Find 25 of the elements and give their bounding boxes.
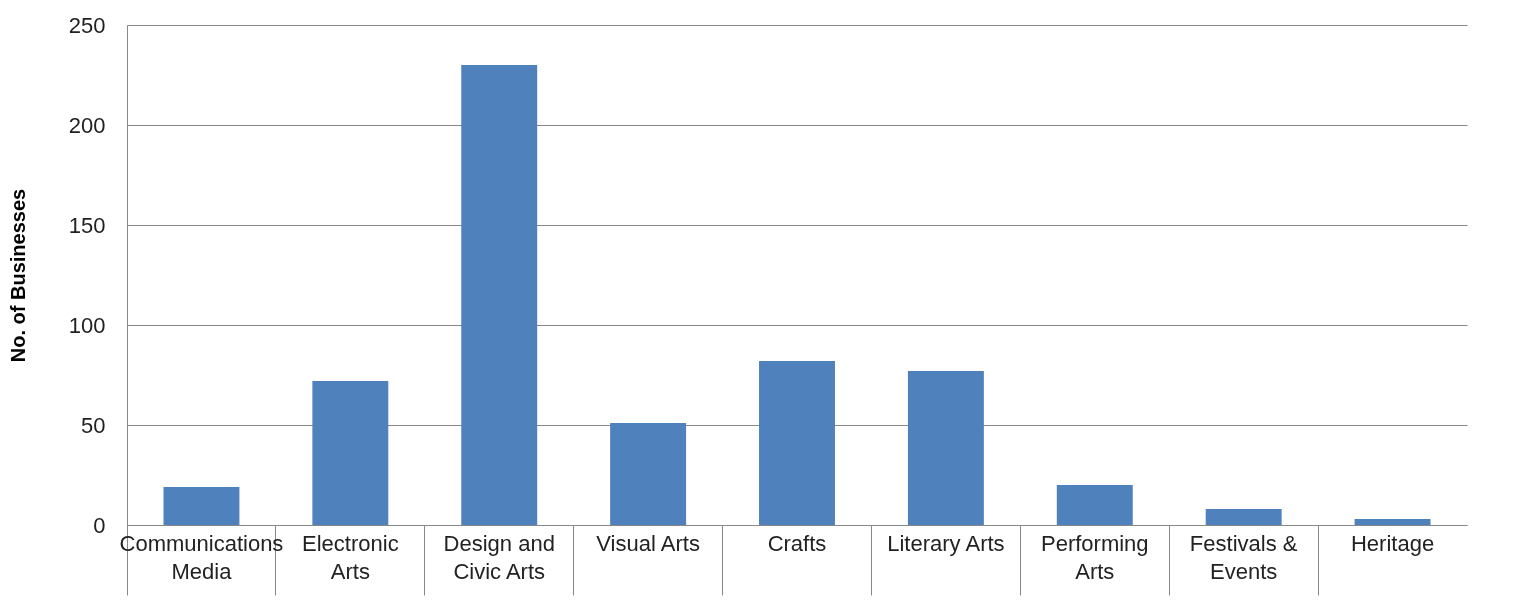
y-tick-label: 250 — [68, 12, 106, 38]
y-tick-label: 100 — [68, 312, 106, 338]
y-tick-label: 0 — [93, 512, 106, 538]
x-tick-label: Performing Arts — [1040, 530, 1149, 584]
bar — [759, 361, 835, 525]
y-tick-label: 150 — [68, 212, 106, 238]
x-tick-label: Crafts — [767, 530, 827, 556]
bar — [312, 381, 389, 525]
y-axis-title: No. of Businesses — [6, 188, 29, 363]
y-tick-label: 50 — [81, 412, 106, 438]
x-tick-label: Heritage — [1350, 530, 1435, 556]
bar — [907, 371, 984, 525]
x-tick-label: Festivals & Events — [1189, 530, 1298, 584]
bar — [610, 423, 687, 525]
bar — [1354, 519, 1431, 525]
bar — [1205, 509, 1282, 525]
bar — [1056, 485, 1133, 525]
x-tick-label: Literary Arts — [887, 530, 1005, 556]
bar — [163, 487, 240, 525]
y-tick-label: 200 — [68, 112, 106, 138]
bar — [461, 65, 538, 525]
x-tick-label: Visual Arts — [596, 530, 700, 556]
x-tick-label: Communications Media — [119, 530, 284, 584]
x-tick-label: Electronic Arts — [302, 530, 399, 584]
x-tick-label: Design and Civic Arts — [443, 530, 555, 584]
